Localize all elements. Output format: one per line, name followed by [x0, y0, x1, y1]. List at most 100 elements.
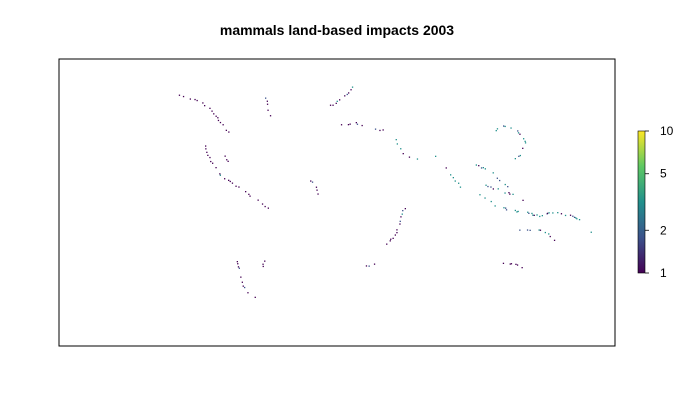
impact-cell [517, 130, 519, 132]
impact-cell [315, 186, 318, 188]
impact-cell [209, 156, 211, 159]
impact-cell [402, 210, 404, 212]
impact-cell [210, 160, 212, 163]
impact-cell [317, 193, 319, 195]
impact-cell [492, 188, 494, 190]
impact-cell [228, 131, 230, 133]
impact-cell [265, 97, 267, 99]
impact-cell [249, 195, 251, 197]
impact-cell [267, 109, 269, 111]
impact-cell [508, 192, 510, 194]
impact-cell [189, 98, 191, 100]
impact-cell [311, 181, 314, 183]
impact-cell [517, 132, 520, 134]
impact-cell [194, 98, 196, 101]
impact-cell [219, 121, 222, 124]
impact-cell [215, 167, 217, 169]
impact-cell [196, 99, 198, 102]
impact-cell [228, 179, 230, 181]
impact-cell [237, 263, 239, 265]
impact-cell [205, 145, 207, 147]
impact-cell [396, 143, 398, 145]
impact-cell [572, 215, 574, 217]
impact-cell [329, 104, 332, 106]
legend-tick-label: 10 [660, 124, 674, 138]
impact-cell [225, 129, 227, 131]
impact-cell [478, 165, 480, 167]
impact-cell [504, 125, 506, 128]
impact-cell [400, 216, 402, 218]
impact-cell [538, 229, 540, 231]
impact-cell [238, 186, 240, 188]
impact-cell [379, 129, 381, 132]
impact-cell [396, 232, 398, 234]
impact-cell [217, 119, 220, 122]
impact-cell [408, 156, 411, 158]
impact-cell [392, 237, 394, 239]
impact-cell [522, 147, 524, 149]
impact-cell [490, 200, 492, 203]
impact-cell [452, 177, 454, 179]
impact-cell [224, 155, 226, 157]
impact-cell [487, 185, 489, 188]
impact-cell [264, 205, 266, 208]
impact-cell [374, 128, 377, 130]
impact-cell [400, 148, 402, 150]
color-legend: 10 5 2 1 [637, 124, 674, 280]
impact-cell [523, 138, 525, 140]
impact-cell [237, 266, 240, 268]
impact-cell [254, 296, 256, 298]
impact-cell [266, 100, 268, 102]
impact-cell [215, 115, 217, 117]
impact-cell [402, 153, 404, 155]
impact-cell [346, 93, 348, 96]
impact-cell [484, 168, 486, 170]
impact-cell [202, 102, 204, 104]
impact-cell [539, 229, 542, 231]
impact-cell [219, 174, 221, 176]
impact-cell [207, 154, 209, 156]
impact-cell [546, 212, 549, 214]
legend-color-bar [637, 130, 646, 274]
impact-cell [450, 174, 452, 176]
impact-cell [416, 158, 419, 160]
impact-cell [505, 209, 508, 211]
impact-cell [514, 158, 516, 160]
impact-cell [435, 155, 437, 157]
impact-cell [348, 92, 350, 94]
impact-cell [492, 172, 494, 174]
impact-cell [573, 216, 576, 218]
impact-cell [390, 238, 392, 240]
impact-cell [261, 203, 264, 205]
impact-cell [480, 167, 483, 169]
impact-cell [226, 159, 228, 161]
impact-cell [499, 179, 501, 182]
impact-cell [235, 185, 237, 187]
impact-cell [531, 212, 533, 215]
impact-cell [242, 285, 244, 287]
impact-cell [502, 262, 505, 264]
impact-cell [340, 124, 343, 126]
impact-cell [204, 105, 206, 107]
impact-cell [515, 263, 517, 265]
impact-cell [351, 86, 354, 88]
legend-tick-label: 2 [660, 223, 667, 237]
impact-cell [231, 182, 234, 184]
impact-cell [238, 267, 240, 269]
impact-cell [336, 100, 338, 102]
impact-cell [399, 220, 401, 222]
impact-cell [548, 212, 550, 214]
impact-cell [267, 207, 269, 209]
impact-cell [335, 102, 337, 104]
impact-cell [240, 276, 242, 278]
impact-cell [386, 243, 388, 245]
impact-cell [266, 103, 269, 105]
impact-cell [310, 180, 312, 182]
impact-cell [365, 265, 368, 267]
legend-tick-label: 5 [660, 167, 667, 181]
impact-cell [526, 229, 529, 231]
impact-cell [519, 154, 521, 157]
impact-cell [516, 211, 518, 213]
impact-cell [503, 125, 505, 127]
